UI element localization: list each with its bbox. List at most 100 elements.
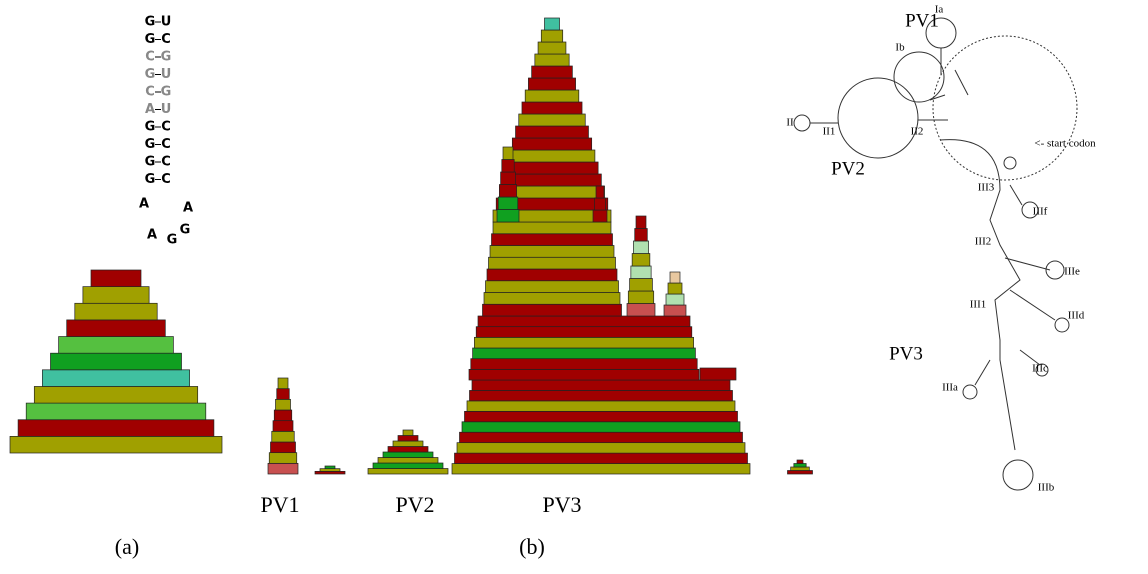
layer: [90, 269, 142, 287]
layer: [482, 303, 622, 317]
structure-label: PV2: [831, 158, 865, 179]
layer: [629, 278, 653, 292]
layer: [470, 358, 698, 370]
layer: [469, 390, 733, 402]
structure-label: III2: [975, 236, 992, 248]
layer: [699, 367, 737, 381]
layer: [58, 336, 174, 354]
layer: [276, 388, 290, 400]
layer: [268, 452, 298, 464]
layer: [483, 292, 621, 305]
layer: [382, 451, 434, 458]
structure-label: <- start codon: [1034, 138, 1096, 150]
layer: [492, 221, 612, 235]
structure-label: Ia: [935, 4, 944, 16]
layer: [50, 352, 182, 371]
layer: [594, 197, 606, 211]
nucleotide: C: [161, 155, 171, 170]
layer: [272, 420, 294, 432]
nucleotide: A: [183, 201, 193, 216]
structure-label: IIIb: [1038, 482, 1055, 494]
panel-label: PV2: [395, 492, 434, 517]
nucleotide: G: [145, 67, 156, 82]
nucleotide: A: [147, 228, 157, 243]
layer: [451, 463, 751, 475]
structure-label: III3: [978, 182, 995, 194]
nucleotide: G: [145, 155, 156, 170]
layer: [499, 184, 517, 198]
nucleotide: G: [145, 15, 156, 30]
nucleotide: C: [161, 137, 171, 152]
layer: [502, 146, 514, 160]
nucleotide: G: [167, 233, 178, 248]
layer: [592, 209, 608, 223]
layer: [787, 470, 813, 475]
layer: [505, 161, 599, 175]
nucleotide: G: [161, 85, 172, 100]
layer: [477, 315, 691, 328]
layer: [454, 452, 748, 464]
layer: [633, 240, 649, 254]
nucleotide: C: [161, 32, 171, 47]
panel-label: PV1: [260, 492, 299, 517]
layer: [275, 398, 291, 411]
structure-label: PV3: [889, 343, 923, 364]
layer: [667, 282, 683, 295]
panel-label: PV3: [542, 492, 581, 517]
structure-label: II2: [911, 126, 924, 138]
layer: [540, 29, 564, 43]
layer: [270, 441, 296, 454]
layer: [471, 379, 731, 391]
structure-label: PV1: [905, 10, 939, 31]
layer: [528, 77, 576, 91]
layer: [796, 459, 804, 464]
nucleotide: G: [145, 137, 156, 152]
nucleotide: G: [161, 50, 172, 65]
layer: [66, 319, 166, 337]
layer: [595, 185, 605, 199]
layer: [491, 233, 613, 246]
layer: [790, 466, 810, 471]
nucleotide: U: [161, 15, 172, 30]
layer: [319, 468, 341, 472]
nucleotide: C: [161, 120, 171, 135]
layer: [461, 421, 741, 433]
caption: (b): [519, 534, 545, 559]
structure-label: II: [786, 117, 794, 129]
nucleotide: A: [139, 197, 149, 212]
nucleotide: C: [145, 50, 155, 65]
layer: [635, 215, 647, 229]
layer: [466, 400, 736, 412]
layer: [500, 171, 516, 185]
layer: [665, 293, 685, 306]
nucleotide: C: [161, 172, 171, 187]
layer: [511, 137, 593, 151]
layer: [488, 256, 616, 270]
layer: [518, 113, 586, 127]
nucleotide: U: [161, 102, 172, 117]
layer: [456, 442, 746, 454]
layer: [489, 245, 615, 258]
layer: [42, 369, 190, 387]
layer: [630, 265, 652, 279]
nucleotide: G: [145, 32, 156, 47]
layer: [496, 209, 520, 223]
layer: [267, 462, 299, 475]
layer: [459, 431, 743, 444]
layer: [277, 377, 289, 390]
layer: [531, 65, 573, 79]
layer: [669, 271, 681, 284]
layer: [521, 101, 583, 115]
layer: [324, 465, 336, 470]
structure-label: IIIc: [1032, 363, 1048, 375]
layer: [17, 419, 215, 437]
layer: [475, 326, 693, 338]
layer: [793, 463, 807, 468]
nucleotide: C: [145, 85, 155, 100]
layer: [25, 402, 207, 421]
layer: [377, 457, 439, 464]
layer: [468, 368, 700, 381]
layer: [273, 409, 293, 422]
